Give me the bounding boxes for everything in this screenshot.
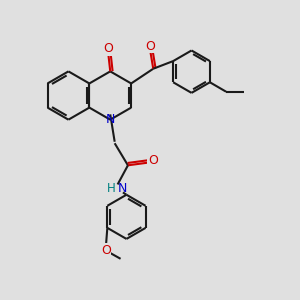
Text: O: O xyxy=(145,40,155,52)
Text: N: N xyxy=(106,113,115,126)
Text: H: H xyxy=(107,182,116,195)
Text: N: N xyxy=(118,182,128,195)
Text: O: O xyxy=(101,244,111,257)
Text: O: O xyxy=(103,42,113,55)
Text: O: O xyxy=(148,154,158,167)
